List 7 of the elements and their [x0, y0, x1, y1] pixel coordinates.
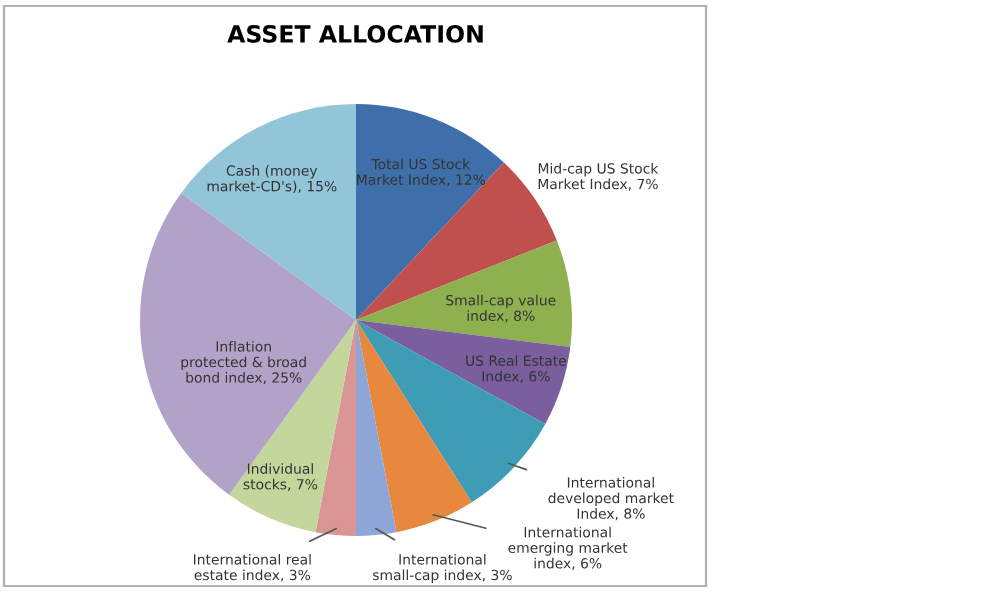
pie-slice [356, 240, 572, 348]
pie-slice [181, 104, 356, 320]
chart-title: ASSET ALLOCATION [227, 24, 483, 43]
pie-slice [356, 320, 571, 425]
pie-slice [356, 320, 397, 536]
pie-slice [140, 193, 356, 495]
pie-slice [315, 320, 356, 536]
